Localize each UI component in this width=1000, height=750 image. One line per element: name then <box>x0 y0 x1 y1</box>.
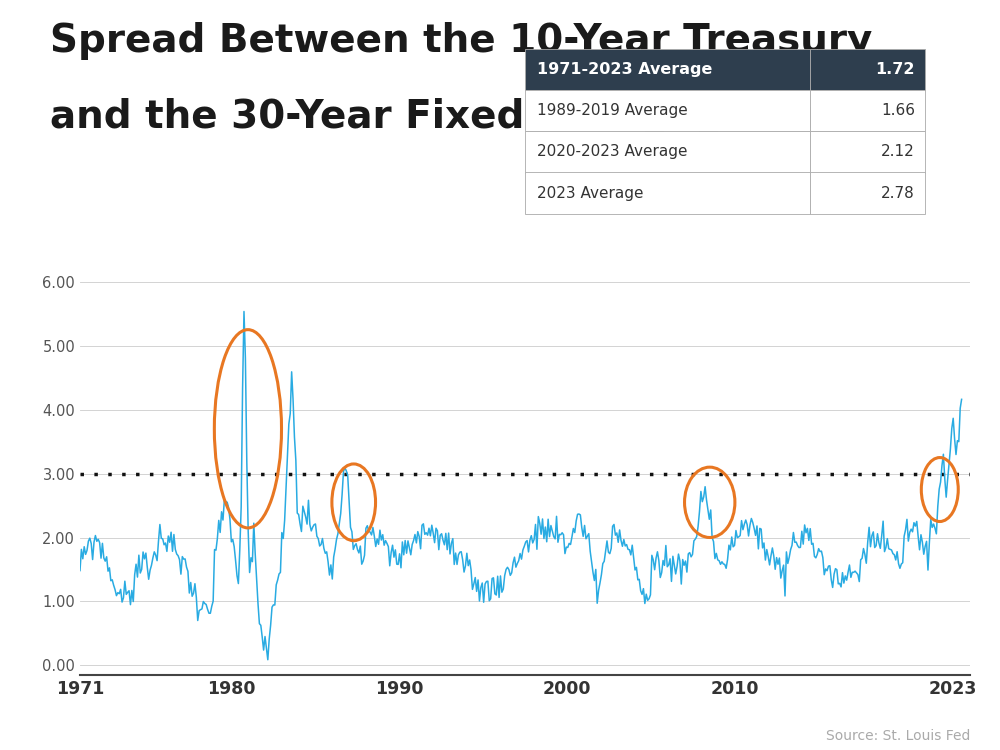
Text: 1.66: 1.66 <box>881 104 915 118</box>
Text: 2.12: 2.12 <box>881 144 915 159</box>
Text: 1.72: 1.72 <box>876 62 915 77</box>
Text: and the 30-Year Fixed Mortgage Rate: and the 30-Year Fixed Mortgage Rate <box>50 98 864 136</box>
Text: Source: St. Louis Fed: Source: St. Louis Fed <box>826 728 970 742</box>
Text: Spread Between the 10-Year Treasury: Spread Between the 10-Year Treasury <box>50 22 872 61</box>
Text: 2020-2023 Average: 2020-2023 Average <box>537 144 688 159</box>
Text: 1989-2019 Average: 1989-2019 Average <box>537 104 688 118</box>
Text: 2023 Average: 2023 Average <box>537 186 644 201</box>
Text: 2.78: 2.78 <box>881 186 915 201</box>
Text: 1971-2023 Average: 1971-2023 Average <box>537 62 712 77</box>
